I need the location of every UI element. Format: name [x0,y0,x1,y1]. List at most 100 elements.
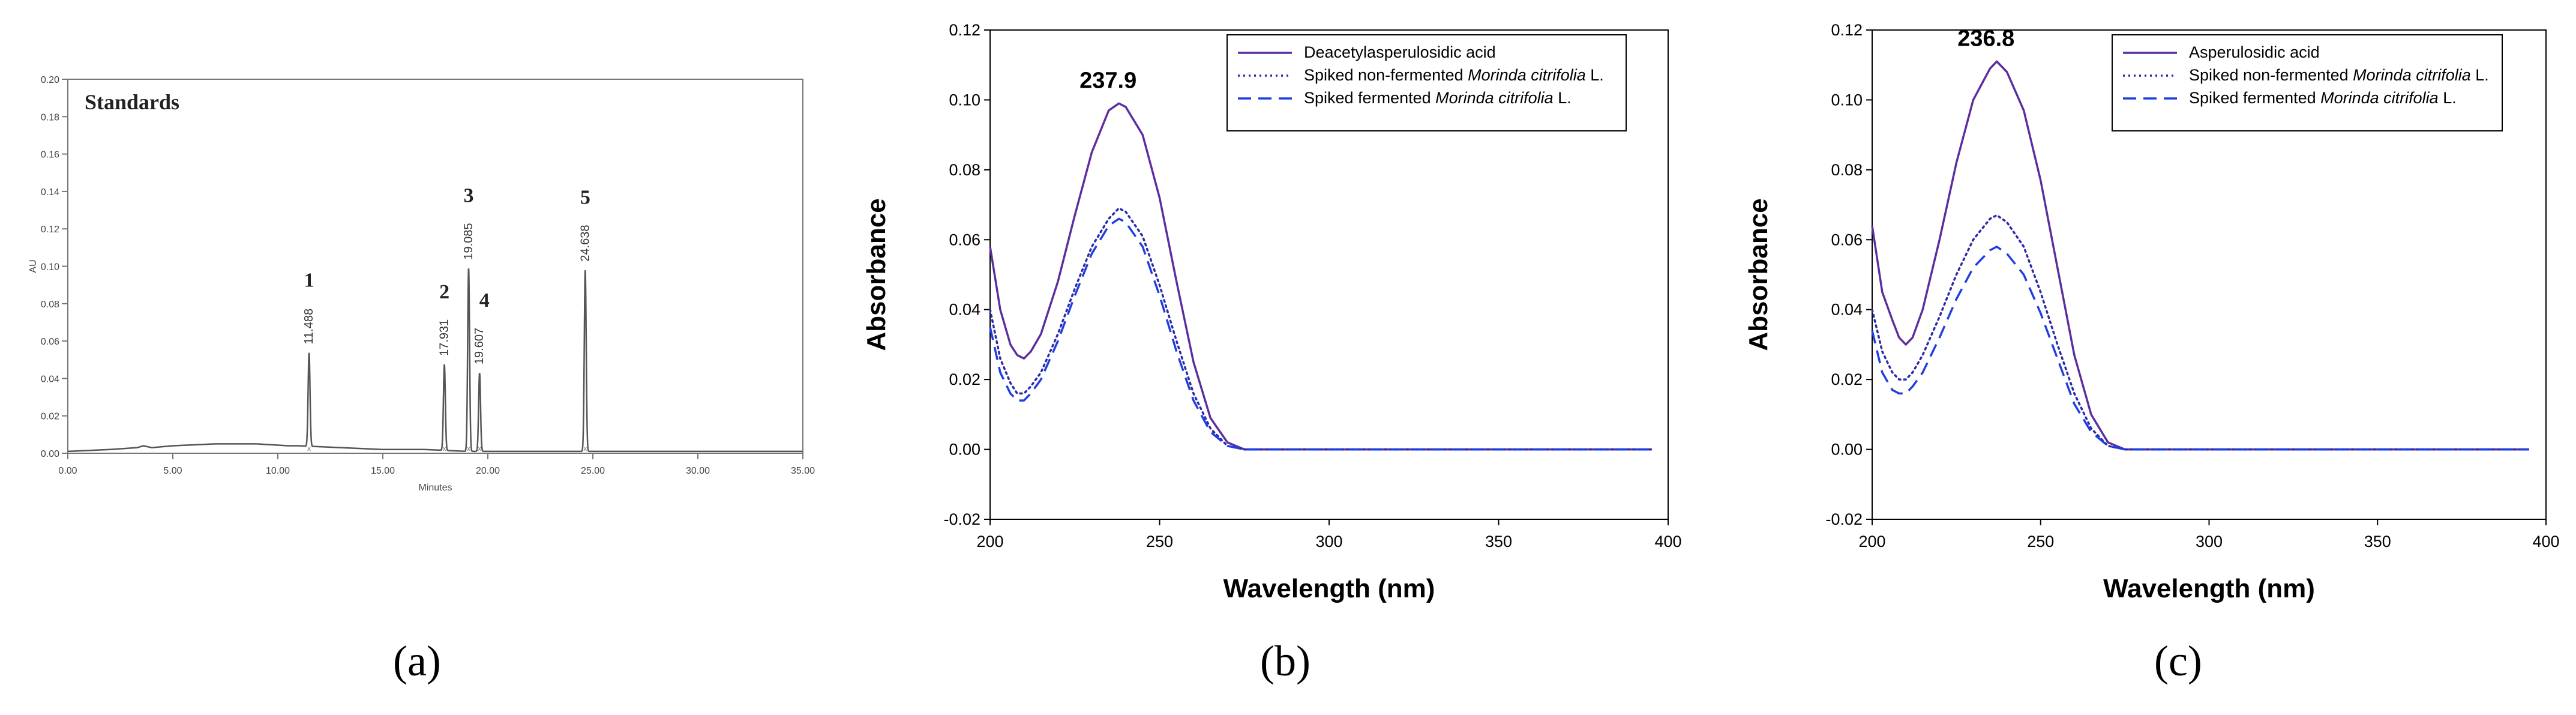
uv-spectrum-chart-b: -0.02 0.00 0.02 0.04 0.06 0.08 0.10 0.12 200 250 3… [862,21,1682,603]
legend: Deacetylasperulosidic acid Spiked non-fer… [1226,34,1627,131]
y-tick-label: 0.12 [949,21,980,39]
peak-retention-time-label: 11.488 [302,309,316,345]
peak-marker: x [443,444,446,453]
series-line-1 [989,102,1651,451]
x-tick-label: 200 [1858,532,1885,551]
x-tick-label: 5.00 [163,466,182,476]
legend-label-1: Asperulosidic acid [2189,43,2320,61]
series-line-3 [1871,246,2529,451]
series-line-2 [989,207,1653,451]
y-tick-label: 0.06 [1831,231,1863,249]
x-axis-label: Minutes [418,483,452,493]
x-tick-label: 30.00 [686,466,710,476]
chromatogram-trace [67,268,803,453]
x-axis-label: Wavelength (nm) [2103,574,2315,603]
y-tick-label: 0.02 [949,370,980,388]
x-tick-label: 15.00 [371,466,395,476]
x-tick-label: 20.00 [476,466,500,476]
peak-number-label: 3 [463,185,473,207]
legend-label-part: L. [2439,89,2457,107]
legend-box [1226,34,1627,131]
x-tick-label: 300 [2196,532,2223,551]
legend-label-2: Spiked non-fermented Morinda citrifolia … [2189,66,2489,84]
y-axis-label: AU [28,259,38,273]
peak-wavelength-annotation: 236.8 [1957,26,2014,51]
legend-label-species: Morinda citrifolia [1468,66,1586,84]
x-tick-label: 350 [1485,532,1512,551]
peak-number-label: 1 [304,270,314,292]
y-tick-label: 0.10 [41,262,59,273]
peak-marker: x [478,444,481,453]
y-tick-label: 0.02 [41,412,59,422]
y-tick-label: 0.02 [1831,370,1863,388]
x-tick-label: 35.00 [791,466,815,476]
y-tick-label: 0.04 [41,374,59,384]
peak-retention-time-label: 24.638 [578,225,592,262]
x-tick-label: 250 [2027,532,2054,551]
legend-label-species: Morinda citrifolia [2320,89,2439,107]
x-tick-label: 0.00 [58,466,77,476]
series-line-2 [1871,214,2530,451]
y-tick-label: 0.10 [949,91,980,109]
y-axis-label: Absorbance [862,198,891,351]
x-tick-label: 200 [976,532,1003,551]
peak-number-label: 5 [580,187,590,209]
y-tick-label: 0.14 [41,187,59,198]
caption-c: (c) [2154,637,2202,685]
uv-spectrum-chart-c: -0.02 0.00 0.02 0.04 0.06 0.08 0.10 0.12 200 250 3… [1744,21,2560,603]
y-tick-label: 0.00 [41,449,59,459]
caption-b: (b) [1260,637,1311,685]
plot-frame [67,79,803,454]
caption-a: (a) [393,637,441,685]
peak-number-label: 2 [439,281,449,303]
legend-label-species: Morinda citrifolia [2353,66,2471,84]
y-tick-label: 0.00 [1831,441,1863,459]
legend-label-part: Spiked non-fermented [1304,66,1468,84]
y-tick-label: 0.04 [949,301,980,319]
legend-label-part: Spiked non-fermented [2189,66,2353,84]
x-tick-label: 10.00 [266,466,290,476]
y-tick-label: 0.08 [949,161,980,179]
peak-marker: x [307,444,311,453]
peak-marker: x [467,444,470,453]
y-tick-label: 0.00 [949,441,980,459]
series-line-3 [989,217,1651,451]
legend-label-part: L. [1554,89,1572,107]
legend-label-3: Spiked fermented Morinda citrifolia L. [1304,89,1572,107]
x-tick-label: 350 [2364,532,2391,551]
x-tick-label: 25.00 [581,466,605,476]
y-tick-label: 0.10 [1831,91,1863,109]
y-tick-label: 0.20 [41,75,59,85]
legend-box [2112,34,2503,131]
y-tick-label: -0.02 [1825,510,1863,528]
y-tick-label: 0.06 [41,337,59,347]
legend-label-part: Spiked fermented [2189,89,2320,107]
x-tick-label: 400 [1654,532,1681,551]
legend-label-species: Morinda citrifolia [1435,89,1554,107]
y-tick-label: 0.16 [41,150,59,160]
chromatogram-chart: 0.00 0.02 0.04 0.06 0.08 0.10 0.12 0.14 0.16 0.18… [28,75,815,493]
legend-label-2: Spiked non-fermented Morinda citrifolia … [1304,66,1604,84]
legend: Asperulosidic acid Spiked non-fermented M… [2112,34,2503,131]
panel-b: -0.02 0.00 0.02 0.04 0.06 0.08 0.10 0.12 200 250 3… [828,0,1698,715]
peak-retention-time-label: 17.931 [438,319,451,356]
y-tick-label: 0.12 [41,225,59,235]
y-tick-label: 0.12 [1831,21,1863,39]
y-tick-label: 0.06 [949,231,980,249]
peak-number-label: 4 [479,289,490,312]
chart-title: Standards [85,90,179,114]
peak-wavelength-annotation: 237.9 [1079,68,1136,93]
peak-retention-time-label: 19.085 [462,223,475,259]
legend-label-3: Spiked fermented Morinda citrifolia L. [2189,89,2457,107]
y-tick-label: 0.08 [1831,161,1863,179]
y-tick-label: 0.18 [41,112,59,122]
legend-label-part: L. [1586,66,1604,84]
x-tick-label: 400 [2532,532,2559,551]
peak-marker: x [583,444,587,453]
legend-label-part: Spiked fermented [1304,89,1435,107]
x-tick-label: 300 [1315,532,1342,551]
peak-retention-time-label: 19.607 [473,328,486,364]
panel-a: 0.00 0.02 0.04 0.06 0.08 0.10 0.12 0.14 0.16 0.18… [0,0,828,715]
y-tick-label: 0.04 [1831,301,1863,319]
legend-label-1: Deacetylasperulosidic acid [1304,43,1496,61]
